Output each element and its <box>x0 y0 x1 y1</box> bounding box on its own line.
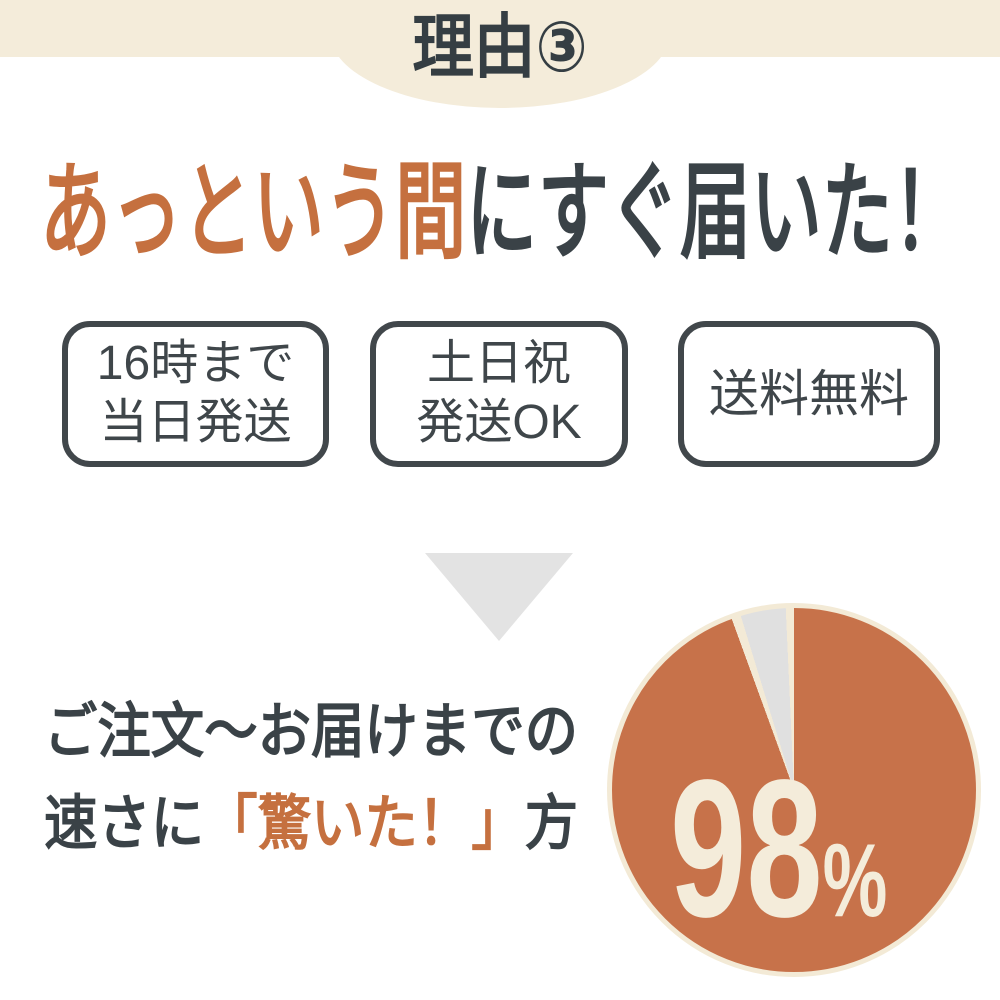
badge-line: 当日発送 <box>99 396 292 449</box>
pie-value-label: 98% <box>670 751 887 947</box>
caption-line-1: ご注文〜お届けまでの <box>44 698 578 765</box>
caption-line2-prefix: 速さに <box>44 790 205 857</box>
caption-line2-highlight: 「驚いた！」 <box>204 790 525 857</box>
badge-same-day-shipping: 16時まで 当日発送 <box>62 321 329 467</box>
badge-line: 発送OK <box>416 396 582 449</box>
pie-unit: % <box>822 823 888 939</box>
caption-line2-suffix: 方 <box>524 790 578 857</box>
badge-line: 送料無料 <box>709 365 909 422</box>
down-arrow-icon <box>425 553 573 641</box>
caption-line-2: 速さに「驚いた！」方 <box>44 794 578 854</box>
badge-weekend-shipping: 土日祝 発送OK <box>370 321 628 467</box>
badge-line: 土日祝 <box>426 337 571 391</box>
badge-line: 16時まで <box>96 337 295 391</box>
headline-highlight: あっという間 <box>40 154 467 272</box>
headline: あっという間にすぐ届いた！ <box>40 160 964 266</box>
caption: ご注文〜お届けまでの 速さに「驚いた！」方 <box>44 702 578 854</box>
headline-rest: にすぐ届いた！ <box>466 154 964 272</box>
badge-free-shipping: 送料無料 <box>678 321 940 467</box>
pie-chart: 98% <box>607 603 981 977</box>
pie-value: 98 <box>670 739 823 958</box>
section-title: 理由③ <box>412 8 588 86</box>
